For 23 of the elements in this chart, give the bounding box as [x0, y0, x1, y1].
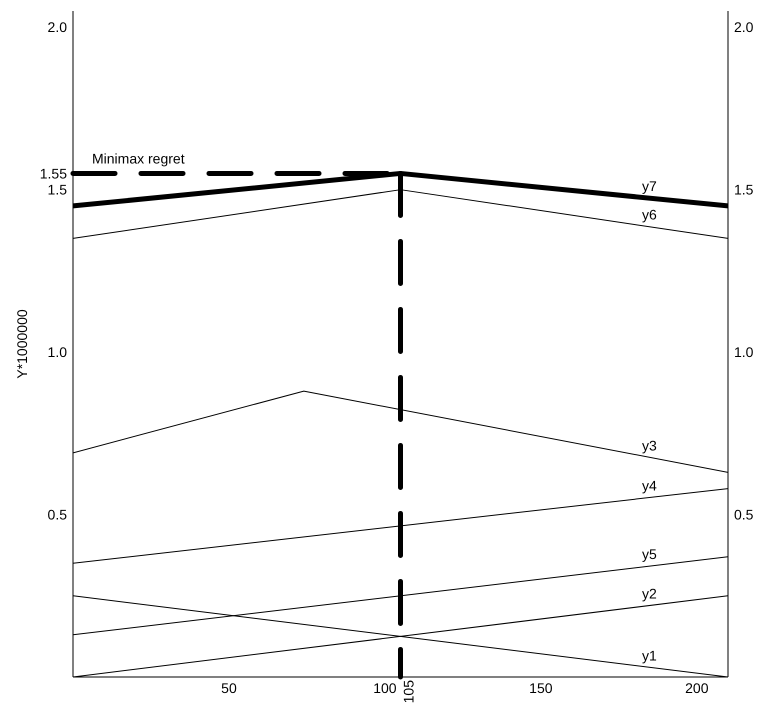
series-label: y1	[642, 647, 657, 664]
y-tick-label: 0.5	[48, 506, 68, 523]
series-label: y7	[642, 178, 657, 194]
series-label: y6	[642, 206, 657, 223]
y2-tick-label: 2.0	[734, 19, 754, 36]
y-tick-label: 1.5	[48, 182, 68, 198]
y-tick-label: 1.55	[40, 165, 68, 182]
y-tick-label: 1.0	[48, 344, 68, 360]
ref-line-label: 105	[400, 680, 416, 704]
y-tick-label: 2.0	[48, 19, 68, 36]
x-tick-label: 200	[685, 680, 709, 696]
ref-line-label: Minimax regret	[92, 150, 185, 166]
series-label: y5	[642, 546, 657, 562]
series-label: y3	[642, 437, 657, 454]
y-axis-title: Y*1000000	[14, 309, 30, 379]
x-tick-label: 50	[221, 680, 237, 696]
series-label: y4	[642, 478, 657, 494]
x-tick-label: 150	[529, 680, 553, 696]
x-tick-label: 100	[373, 680, 397, 696]
series-label: y2	[642, 586, 657, 602]
y2-tick-label: 0.5	[734, 506, 754, 523]
y2-tick-label: 1.5	[734, 182, 754, 198]
y2-tick-label: 1.0	[734, 344, 754, 360]
